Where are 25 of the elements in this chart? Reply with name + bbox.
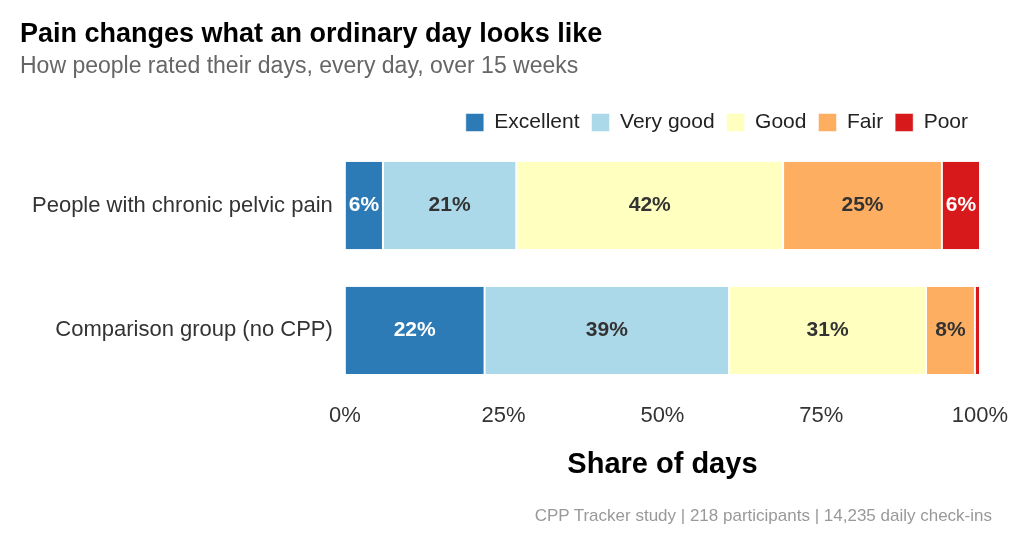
x-tick-label: 0% (328, 402, 361, 428)
data-label: 31% (806, 317, 849, 341)
x-axis-title: Share of days (567, 446, 758, 479)
chart-title: Pain changes what an ordinary day looks like (20, 17, 603, 48)
x-tick-label: 50% (640, 402, 685, 428)
text: CPP Tracker study | 218 participants | 14,235 daily check-ins (534, 506, 992, 526)
y-tick-label: People with chronic pelvic pain (31, 191, 333, 217)
legend-label: Excellent (494, 109, 580, 133)
legend-label: Poor (923, 109, 969, 133)
data-label: 39% (585, 317, 629, 341)
chart-subtitle: How people rated their days, every day, over 15 weeks (20, 51, 579, 78)
x-tick-label: 75% (799, 402, 844, 428)
data-label: 6% (348, 192, 380, 216)
x-tick-label: 100% (951, 402, 1009, 428)
data-label: 21% (428, 192, 471, 216)
data-label: 8% (935, 317, 966, 341)
legend-label: Good (755, 109, 807, 133)
data-label: 22% (393, 317, 437, 341)
legend-label: Very good (620, 109, 715, 133)
y-tick-label: Comparison group (no CPP) (55, 316, 333, 342)
x-tick-label: 25% (481, 402, 526, 428)
data-label: 25% (841, 192, 884, 216)
data-label: 6% (945, 192, 977, 216)
legend-label: Fair (846, 109, 884, 133)
data-label: 42% (628, 192, 672, 216)
